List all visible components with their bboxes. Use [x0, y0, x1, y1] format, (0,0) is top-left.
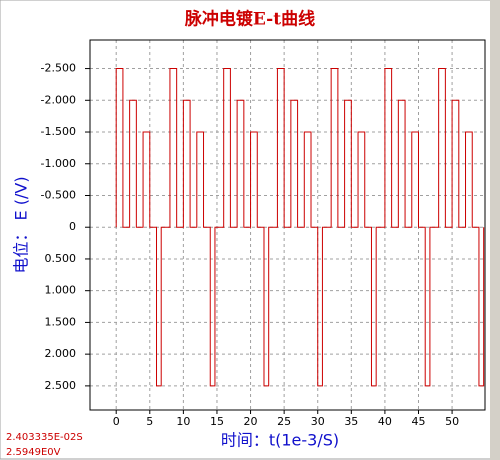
y-tick-label: -1.500 — [41, 125, 76, 138]
x-tick-label: 25 — [277, 415, 291, 428]
y-tick-label: 0.500 — [45, 252, 77, 265]
plot-border — [89, 39, 486, 411]
x-tick-label: 5 — [146, 415, 153, 428]
plot-area — [90, 40, 485, 410]
x-tick-label: 30 — [311, 415, 325, 428]
x-tick-label: 0 — [113, 415, 120, 428]
y-tick-label: -2.500 — [41, 62, 76, 75]
y-tick-label: -2.000 — [41, 93, 76, 106]
y-tick-label: -1.000 — [41, 157, 76, 170]
y-tick-label: 2.500 — [45, 379, 77, 392]
y-tick-label: 0 — [69, 220, 76, 233]
window-edge — [490, 0, 500, 460]
chart-title: 脉冲电镀E-t曲线 — [184, 9, 315, 30]
x-tick-label: 35 — [344, 415, 358, 428]
x-tick-label: 40 — [378, 415, 392, 428]
x-tick-label: 45 — [411, 415, 425, 428]
x-tick-label: 15 — [210, 415, 224, 428]
y-tick-label: 2.000 — [45, 347, 77, 360]
x-tick-label: 20 — [244, 415, 258, 428]
x-tick-label: 10 — [176, 415, 190, 428]
cursor-x-text: 2.403335E-02S — [6, 432, 83, 443]
cursor-y-text: 2.5949E0V — [6, 447, 61, 458]
y-axis-label: 电位： E (/V) — [12, 176, 31, 273]
y-tick-label: -0.500 — [41, 188, 76, 201]
x-axis-label: 时间：t(1e-3/S) — [221, 431, 339, 450]
y-tick-label: 1.000 — [45, 284, 77, 297]
data-line — [115, 68, 485, 387]
x-tick-label: 50 — [445, 415, 459, 428]
y-tick-label: 1.500 — [45, 315, 77, 328]
